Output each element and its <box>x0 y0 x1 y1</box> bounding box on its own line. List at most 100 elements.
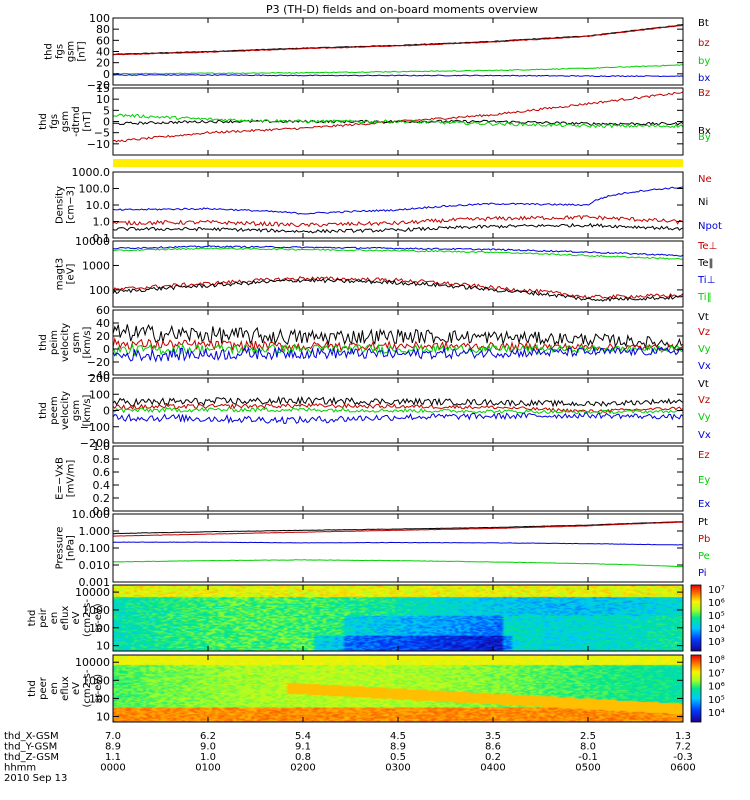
y-axis-label: peem <box>49 396 60 424</box>
y-tick-label: 1.000 <box>79 525 111 538</box>
colorbar <box>690 584 702 652</box>
y-tick-label: 1.0 <box>93 440 111 453</box>
y-tick-label: 0 <box>103 405 110 418</box>
legend-entry: by <box>698 56 710 67</box>
y-axis-label: thd <box>27 610 38 627</box>
y-axis-label: peim <box>49 330 60 355</box>
y-tick-label: 60 <box>96 34 110 47</box>
y-axis-label: magt3 <box>55 258 66 291</box>
colorbar-label: 10⁵ <box>708 611 725 622</box>
legend-entry: Vz <box>698 327 710 338</box>
y-axis-label: (cm2-s- <box>82 669 93 707</box>
y-tick-label: 40 <box>96 317 110 330</box>
x-axis-value: 0000 <box>100 763 125 774</box>
legend-entry: Bz <box>698 88 710 99</box>
series-line-Vy <box>112 343 684 357</box>
panel-peir_spectrogram: 10⁷ 10⁶ 10⁵ 10⁴ 10³ 10000 1000 100 10 thd peir en ef… <box>27 584 725 653</box>
colorbar-label: 10³ <box>708 637 725 648</box>
y-axis-label: eflux <box>60 606 71 631</box>
y-axis-label: sr-eV) <box>93 674 104 703</box>
x-axis-value: -0.1 <box>578 752 598 763</box>
series-line-bx <box>113 74 684 78</box>
series-line-Pb <box>113 521 683 537</box>
series-line-Vz <box>112 336 684 352</box>
spectrogram-image <box>113 585 683 651</box>
legend-entry: bz <box>698 38 710 49</box>
y-tick-label: 10 <box>96 640 110 653</box>
y-axis-label: eV <box>71 611 82 624</box>
y-tick-label: 100.0 <box>79 183 111 196</box>
legend-entry: Ex <box>698 499 710 510</box>
legend-entry: Vt <box>698 379 709 390</box>
series-line-by <box>112 64 684 75</box>
series-line-Pe <box>112 559 684 568</box>
x-axis-value: 1.3 <box>675 731 691 742</box>
y-tick-label: 60 <box>96 304 110 317</box>
figure-title: P3 (TH-D) fields and on-board moments ov… <box>266 3 538 16</box>
panel-peem_velocity: Vt Vz Vy Vx 200 100 0 −100 −200 thd peem velocity gs… <box>38 372 711 450</box>
legend-entry: Ni <box>698 197 708 208</box>
legend-entry: Ne <box>698 174 712 185</box>
y-tick-label: 0.0 <box>93 505 111 518</box>
x-axis-row-label: thd_Y-GSM <box>4 742 57 753</box>
y-axis-label: thd <box>27 680 38 697</box>
legend-entry: Vx <box>698 430 711 441</box>
x-axis-value: 1.0 <box>200 752 216 763</box>
legend-entry: bx <box>698 73 710 84</box>
colorbar-label: 10⁴ <box>708 708 725 719</box>
y-tick-label: 10.000 <box>72 508 111 521</box>
legend-entry: Npot <box>698 221 722 232</box>
x-axis-value: 0600 <box>670 763 695 774</box>
y-axis-label: Density <box>55 186 66 224</box>
x-axis-value: 4.5 <box>390 731 406 742</box>
y-tick-label: 100 <box>89 284 110 297</box>
colorbar-label: 10⁸ <box>708 655 725 666</box>
y-tick-label: 1000.0 <box>72 166 111 179</box>
series-line-Vt <box>112 395 684 408</box>
series-line-Ti⊥ <box>112 245 684 257</box>
y-tick-label: 0.001 <box>79 576 111 589</box>
series-line-Npot <box>112 186 684 215</box>
y-axis-label: gsm <box>71 400 82 421</box>
y-tick-label: 1000 <box>82 259 110 272</box>
y-axis-label: [nT] <box>77 41 88 61</box>
y-axis-label: [mV/m] <box>66 460 77 498</box>
y-tick-label: 20 <box>96 57 110 70</box>
x-axis-value: 5.4 <box>295 731 311 742</box>
legend-entry: Vt <box>698 312 709 323</box>
series-line-Vy <box>112 406 684 415</box>
legend-entry: Pt <box>698 517 708 528</box>
panel-density: Ne Ni Npot 1000.0 100.0 10.0 1.0 0.1 Density [cm−… <box>55 166 722 245</box>
x-axis-value: 0400 <box>480 763 505 774</box>
series-line-Vx <box>112 346 684 363</box>
legend-entry: Pb <box>698 534 710 545</box>
panel-peer_spectrogram: 10⁸ 10⁷ 10⁶ 10⁵ 10⁴ 10000 1000 100 10 thd peer en ef… <box>27 654 725 724</box>
x-axis-value: 0500 <box>575 763 600 774</box>
legend-entry: Vy <box>698 344 711 355</box>
colorbar-label: 10⁶ <box>708 598 725 609</box>
x-axis-value: 3.5 <box>485 731 501 742</box>
series-line-Ni <box>112 222 684 234</box>
x-axis-table: thd_X-GSM 7.0 6.2 5.4 4.5 3.5 2.5 1.3 thd_Y-GSM 8… <box>4 731 696 784</box>
legend-entry: Bx <box>698 126 711 137</box>
y-tick-label: 0.2 <box>93 492 111 505</box>
y-tick-label: 10 <box>96 711 110 724</box>
y-tick-label: 1000 <box>82 604 110 617</box>
y-axis-label: fgs <box>55 44 66 59</box>
colorbar-label: 10⁷ <box>708 668 725 679</box>
x-axis-value: 2.5 <box>580 731 596 742</box>
y-axis-label: [km/s] <box>82 394 93 426</box>
x-axis-value: 8.9 <box>105 742 121 753</box>
x-axis-value: 8.0 <box>580 742 596 753</box>
series-line-Pi <box>112 541 684 546</box>
x-axis-value: 0100 <box>195 763 220 774</box>
legend-entry: Pi <box>698 568 707 579</box>
y-axis-label: gsm <box>66 41 77 62</box>
legend-entry: Vy <box>698 412 711 423</box>
series-line-By <box>112 113 684 129</box>
y-tick-label: 0.6 <box>93 466 111 479</box>
colorbar-label: 10⁵ <box>708 695 725 706</box>
x-axis-value: 7.2 <box>675 742 691 753</box>
